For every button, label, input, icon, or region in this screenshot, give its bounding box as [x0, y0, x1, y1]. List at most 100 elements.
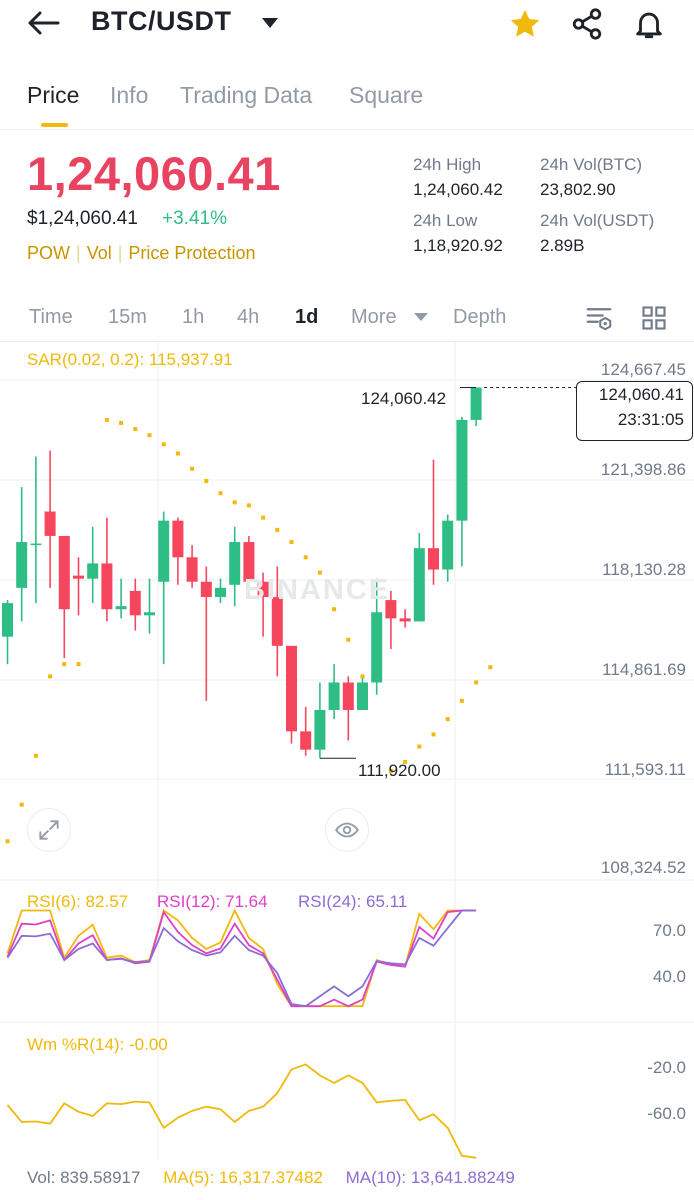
rsi-line	[6, 908, 477, 1008]
eye-icon	[335, 822, 359, 838]
interval-4h[interactable]: 4h	[237, 306, 260, 328]
interval-more[interactable]: More	[351, 306, 397, 328]
candle-body[interactable]	[470, 387, 482, 420]
candle-body[interactable]	[271, 597, 283, 646]
candle-body[interactable]	[215, 587, 226, 598]
last-price-tag[interactable]: 124,060.41 23:31:05	[576, 381, 693, 441]
interval-time[interactable]: Time	[29, 306, 73, 328]
share-icon[interactable]	[567, 4, 607, 44]
candle-body[interactable]	[385, 600, 397, 619]
expand-icon	[39, 820, 59, 840]
candle-body[interactable]	[2, 603, 13, 637]
sar-dot	[275, 527, 280, 532]
sar-dot	[76, 662, 81, 667]
sar-dot	[147, 433, 152, 438]
low-24h-value: 1,18,920.92	[413, 236, 503, 255]
sar-dot	[403, 759, 408, 764]
candle-body[interactable]	[30, 543, 42, 546]
star-icon[interactable]	[505, 4, 545, 44]
chevron-down-icon[interactable]	[262, 18, 278, 28]
candle-body[interactable]	[243, 542, 255, 582]
grid-layout-icon[interactable]	[634, 298, 674, 338]
sar-dot	[104, 417, 109, 422]
candle-body[interactable]	[328, 682, 340, 710]
tag-vol[interactable]: Vol	[86, 243, 112, 263]
tab-info[interactable]: Info	[110, 82, 149, 108]
back-button[interactable]	[26, 6, 66, 40]
candle-body[interactable]	[200, 581, 212, 598]
sar-dot	[261, 515, 266, 520]
candle-body[interactable]	[399, 618, 411, 622]
sar-dot	[190, 466, 195, 471]
last-price: 1,24,060.41	[27, 147, 281, 200]
candle-body[interactable]	[158, 520, 170, 582]
vol-btc-label: 24h Vol(BTC)	[540, 155, 643, 174]
tab-trading-data[interactable]: Trading Data	[180, 82, 313, 108]
candle-body[interactable]	[172, 520, 184, 558]
sar-dot	[303, 555, 308, 560]
candle-body[interactable]	[456, 419, 468, 521]
candle-body[interactable]	[87, 563, 99, 579]
active-tab-indicator	[41, 123, 68, 127]
bell-icon[interactable]	[629, 4, 669, 44]
candle-body[interactable]	[413, 548, 425, 622]
candle-body[interactable]	[73, 575, 84, 579]
tab-square[interactable]: Square	[349, 82, 424, 108]
pair-title[interactable]: BTC/USDT	[91, 6, 232, 36]
candle-body[interactable]	[129, 590, 141, 616]
candle-body[interactable]	[300, 731, 312, 750]
vol-usdt-value: 2.89B	[540, 236, 585, 255]
candle-body[interactable]	[115, 606, 127, 610]
candle-body[interactable]	[371, 612, 383, 683]
volume-row: Vol: 839.58917 MA(5): 16,317.37482 MA(10…	[27, 1168, 515, 1188]
candle-body[interactable]	[58, 535, 70, 610]
high-marker-label: 124,060.42	[361, 389, 447, 408]
header-bar: BTC/USDT	[0, 0, 694, 50]
divider	[0, 129, 694, 130]
price-change-percent: +3.41%	[162, 208, 227, 229]
expand-button[interactable]	[27, 808, 71, 852]
candle-body[interactable]	[44, 511, 56, 536]
sar-dot	[317, 570, 322, 575]
candle-body[interactable]	[428, 548, 439, 570]
visibility-toggle-button[interactable]	[325, 808, 369, 852]
candle-body[interactable]	[101, 563, 113, 610]
candle-body[interactable]	[257, 581, 269, 598]
price-axis-label: 114,861.69	[602, 660, 686, 679]
sar-dot	[246, 503, 251, 508]
interval-1h[interactable]: 1h	[182, 306, 205, 328]
interval-depth[interactable]: Depth	[453, 306, 507, 328]
indicator-settings-icon[interactable]	[579, 298, 619, 338]
sar-dot	[474, 680, 479, 685]
candle-body[interactable]	[229, 542, 241, 585]
tag-price-protection[interactable]: Price Protection	[128, 243, 256, 263]
sar-dot	[133, 427, 138, 432]
tag-pow[interactable]: POW	[27, 243, 70, 263]
sar-dot	[459, 698, 464, 703]
interval-15m[interactable]: 15m	[108, 306, 147, 328]
interval-1d[interactable]: 1d	[295, 306, 319, 328]
candle-body[interactable]	[442, 520, 454, 570]
sar-dot	[48, 674, 53, 679]
wr-axis-label: -20.0	[647, 1058, 686, 1077]
rsi24-label: RSI(24): 65.11	[298, 892, 408, 911]
candle-body[interactable]	[342, 682, 354, 710]
candle-body[interactable]	[144, 612, 155, 616]
candle-body[interactable]	[286, 645, 297, 732]
sar-dot	[204, 478, 209, 483]
candle-body[interactable]	[16, 542, 28, 588]
sar-dot	[431, 732, 436, 737]
countdown-timer: 23:31:05	[617, 410, 684, 429]
rsi-line	[6, 909, 477, 1008]
rsi-axis-label: 70.0	[652, 921, 686, 940]
sar-label: SAR(0.02, 0.2): 115,937.91	[27, 350, 233, 369]
sar-dot	[175, 451, 180, 456]
more-chevron-icon[interactable]	[414, 313, 428, 321]
price-axis-label: 108,324.52	[600, 858, 686, 877]
sar-dot	[388, 769, 393, 774]
candle-body[interactable]	[186, 557, 198, 582]
candle-body[interactable]	[357, 682, 368, 710]
candle-body[interactable]	[314, 709, 326, 750]
tab-price[interactable]: Price	[27, 82, 80, 108]
